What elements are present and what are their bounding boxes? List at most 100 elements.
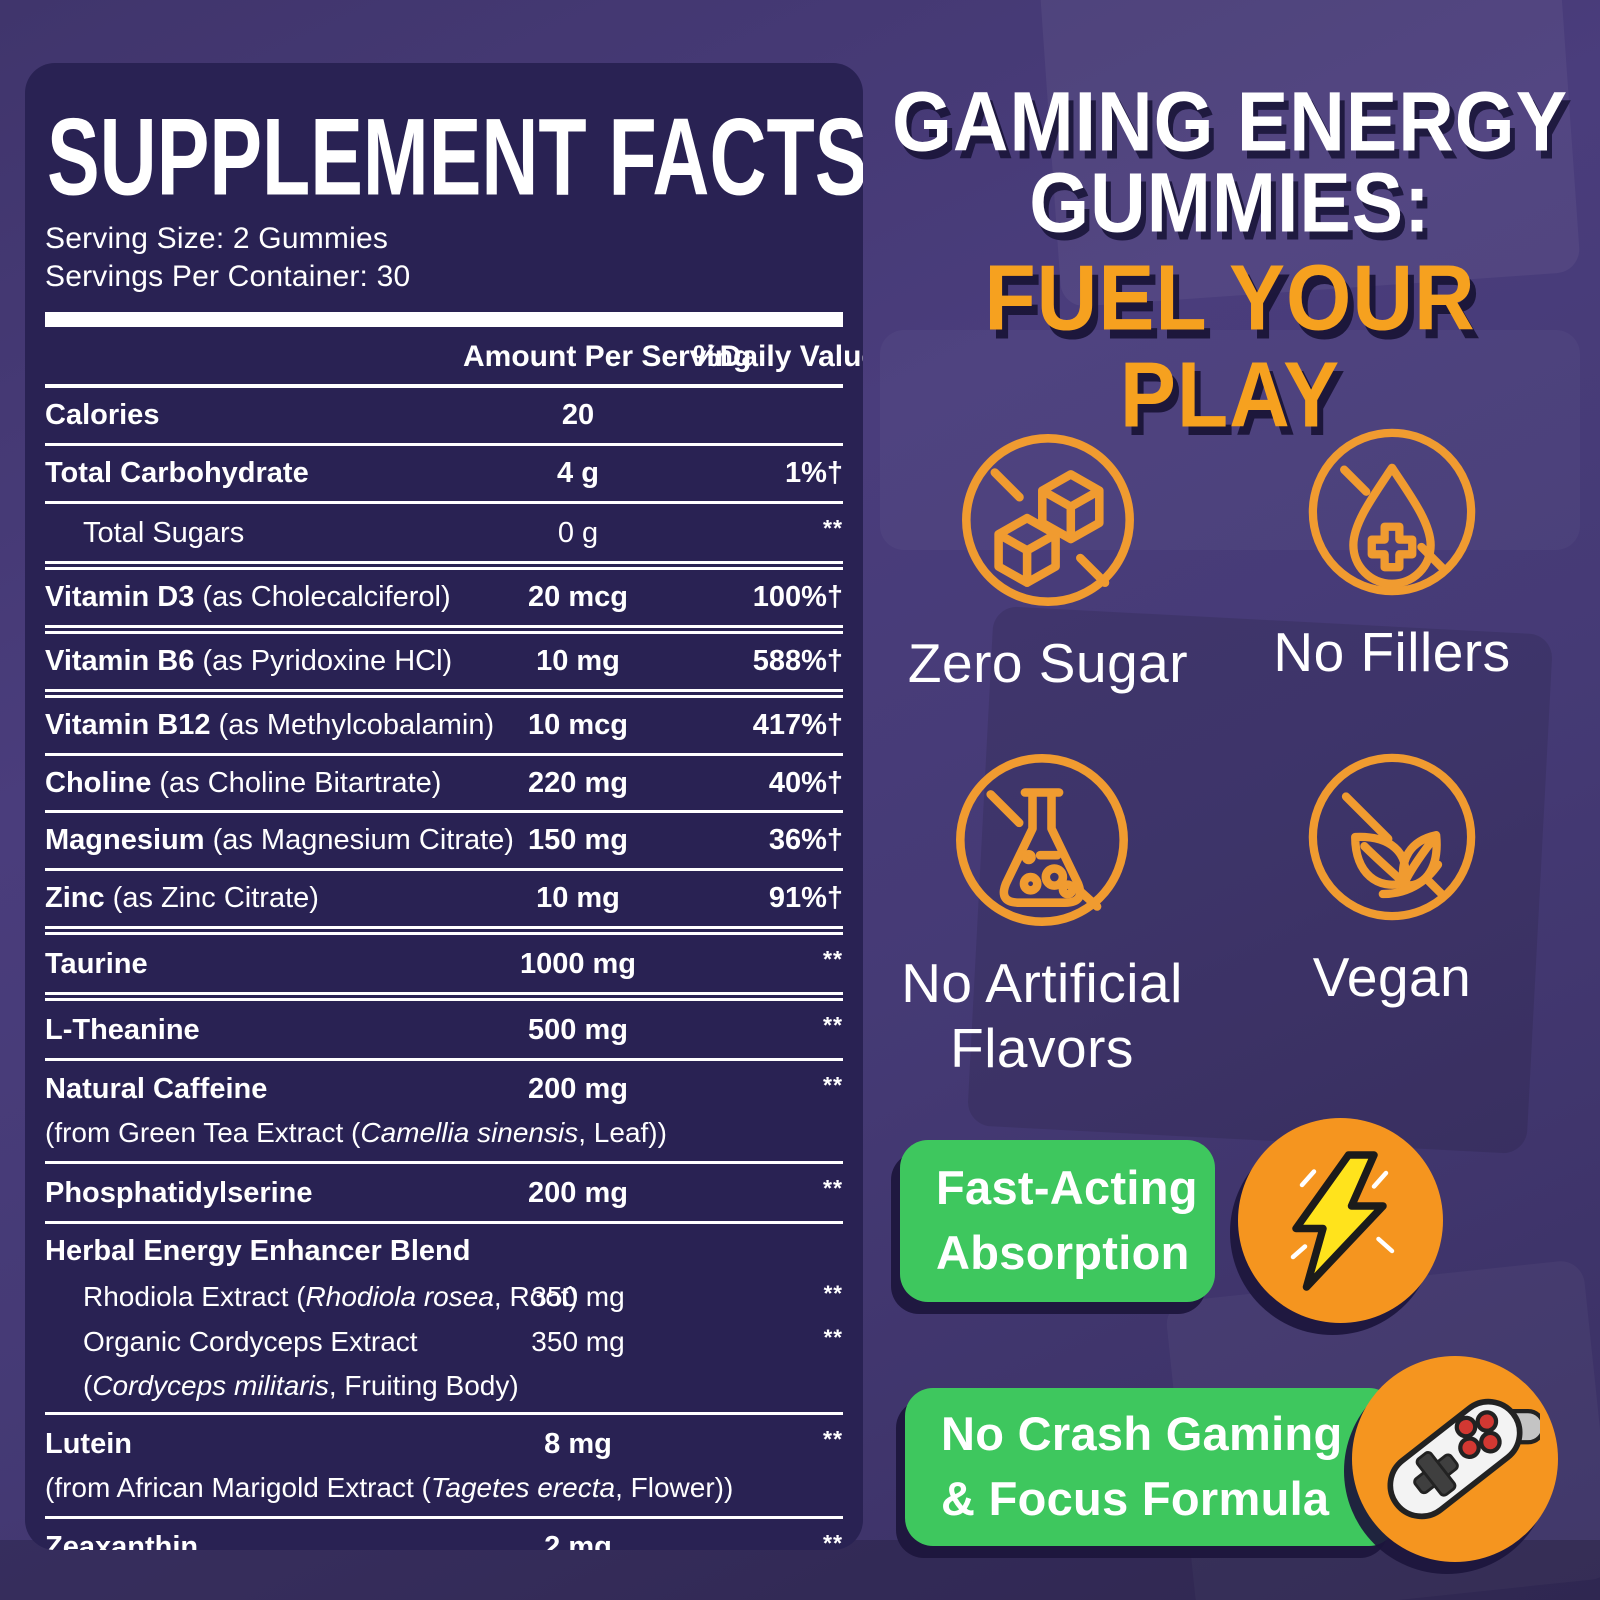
divider-thick (45, 312, 843, 328)
no-artificial-flavors-icon (862, 745, 1222, 935)
amount-cell: 150 mg (528, 824, 628, 857)
hero-line-1: GAMING ENERGY (891, 74, 1569, 170)
daily-value-cell: ** (822, 1071, 843, 1098)
table-row: Herbal Energy Enhancer Blend Rhodiola Ext… (45, 1220, 843, 1412)
feature-label: No Artificial Flavors (901, 952, 1183, 1079)
amount-cell: 1000 mg (519, 947, 637, 980)
daily-value-cell: 417%† (752, 708, 843, 741)
panel-title: SUPPLEMENT FACTS (47, 95, 863, 218)
amount-cell: 220 mg (528, 766, 628, 799)
table-row: Choline (as Choline Bitartrate) 220 mg 40%… (45, 752, 843, 811)
ingredient-name: Zinc (as Zinc Citrate) (45, 882, 319, 915)
no-sugar-icon (868, 425, 1228, 615)
table-row: Phosphatidylserine 200 mg ** (45, 1161, 843, 1221)
feature-no-artificial-flavors: No Artificial Flavors (862, 745, 1222, 1081)
table-row: Lutein 8 mg ** (from African Marigold Extra… (45, 1412, 843, 1516)
ingredient-name: Choline (as Choline Bitartrate) (45, 766, 442, 799)
daily-value-cell: ** (822, 946, 843, 973)
hero-line-2: GUMMIES: (1029, 155, 1431, 251)
table-column-headers: Amount Per Serving %Daily Value (45, 327, 863, 389)
ingredient-name: L-Theanine (45, 1013, 200, 1046)
amount-cell: 10 mg (536, 644, 620, 677)
feature-label: No Fillers (1273, 621, 1511, 683)
no-fillers-icon (1212, 420, 1572, 604)
hero-heading: GAMING ENERGY GUMMIES: FUEL YOUR PLAY (880, 78, 1580, 443)
column-daily-value: %Daily Value (693, 340, 863, 374)
supplement-facts-panel: SUPPLEMENT FACTS Serving Size: 2 Gummies… (25, 63, 863, 1550)
feature-zero-sugar: Zero Sugar (868, 425, 1228, 696)
ingredient-name: Total Carbohydrate (45, 457, 309, 490)
amount-cell: 20 mcg (528, 580, 628, 613)
supplement-facts-table: Calories 20 Total Carbohydrate 4 g 1%† Total … (45, 388, 843, 1550)
ingredient-name: Total Sugars (83, 516, 245, 549)
benefit-badge-1: Fast-Acting Absorption (900, 1140, 1215, 1302)
daily-value-cell: ** (822, 1426, 843, 1452)
table-row: Zinc (as Zinc Citrate) 10 mg 91%† (45, 868, 843, 926)
amount-cell: 0 g (557, 516, 599, 549)
feature-no-fillers: No Fillers (1212, 420, 1572, 685)
table-row: Total Carbohydrate 4 g 1%† (45, 443, 843, 501)
daily-value-cell: 91%† (768, 882, 843, 915)
table-row: L-Theanine 500 mg ** (45, 991, 843, 1058)
table-row: Natural Caffeine 200 mg ** (from Green Tea … (45, 1057, 843, 1162)
blend-component-row: Rhodiola Extract (Rhodiola rosea, Root) 3… (83, 1280, 843, 1313)
feature-vegan: Vegan (1212, 745, 1572, 1010)
ingredient-source-note: (from Green Tea Extract (Camellia sinens… (45, 1117, 667, 1149)
table-row: Total Sugars 0 g ** (45, 501, 843, 561)
hero-line-3: FUEL YOUR PLAY (984, 245, 1476, 446)
ingredient-name: Vitamin D3 (as Cholecalciferol) (45, 580, 451, 613)
feature-label: Vegan (1312, 946, 1472, 1008)
amount-cell: 8 mg (544, 1427, 612, 1460)
blend-component-row: Organic Cordyceps Extract 350 mg ** (83, 1325, 843, 1357)
amount-cell: 4 g (557, 457, 599, 490)
ingredient-name: Herbal Energy Enhancer Blend (45, 1234, 471, 1267)
ingredient-name: Vitamin B12 (as Methylcobalamin) (45, 708, 495, 741)
table-row: Calories 20 (45, 388, 843, 443)
daily-value-cell: 36%† (768, 824, 843, 857)
amount-cell: 2 mg (544, 1531, 612, 1550)
column-amount-per-serving: Amount Per Serving (463, 340, 752, 374)
daily-value-cell: 40%† (768, 766, 843, 799)
ingredient-name: Natural Caffeine (45, 1073, 268, 1106)
table-row: Taurine 1000 mg ** (45, 926, 843, 992)
table-row: Magnesium (as Magnesium Citrate) 150 mg 36… (45, 810, 843, 868)
daily-value-cell: 100%† (752, 580, 843, 613)
benefit-badge-2: No Crash Gaming & Focus Formula (905, 1388, 1397, 1546)
vegan-icon (1212, 745, 1572, 929)
daily-value-cell: ** (822, 1175, 843, 1202)
lightning-icon (1238, 1118, 1443, 1323)
amount-cell: 10 mg (536, 882, 620, 915)
ingredient-name: Taurine (45, 947, 148, 980)
table-row: Vitamin B6 (as Pyridoxine HCl) 10 mg 588%† (45, 624, 843, 689)
amount-cell: 500 mg (528, 1013, 628, 1046)
amount-cell: 20 (561, 399, 595, 432)
serving-size: Serving Size: 2 Gummies (45, 222, 389, 256)
ingredient-name: Calories (45, 399, 160, 432)
daily-value-cell: ** (823, 1280, 843, 1306)
amount-cell: 10 mcg (528, 708, 628, 741)
daily-value-cell: ** (822, 515, 843, 542)
feature-label: Zero Sugar (907, 632, 1189, 694)
daily-value-cell: 588%† (752, 644, 843, 677)
ingredient-name: Lutein (45, 1427, 132, 1460)
daily-value-cell: ** (822, 1529, 843, 1550)
table-row: Vitamin B12 (as Methylcobalamin) 10 mcg 41… (45, 688, 843, 753)
blend-component-row: (Cordyceps militaris, Fruiting Body) (83, 1370, 519, 1401)
badge-label-line: Absorption (936, 1226, 1190, 1279)
daily-value-cell: ** (823, 1325, 843, 1351)
table-row: Vitamin D3 (as Cholecalciferol) 20 mcg 100… (45, 560, 843, 625)
servings-per-container: Servings Per Container: 30 (45, 260, 411, 294)
ingredient-name: Magnesium (as Magnesium Citrate) (45, 824, 514, 857)
gamepad-icon (1352, 1356, 1558, 1562)
badge-label-line: Fast-Acting (936, 1161, 1198, 1215)
amount-cell: 200 mg (528, 1073, 628, 1106)
ingredient-name: Vitamin B6 (as Pyridoxine HCl) (45, 644, 453, 677)
daily-value-cell: ** (822, 1011, 843, 1038)
ingredient-name: Zeaxanthin (45, 1531, 199, 1550)
amount-cell: 200 mg (528, 1177, 628, 1210)
ingredient-name: Phosphatidylserine (45, 1177, 313, 1210)
badge-label-line: & Focus Formula (941, 1472, 1330, 1525)
ingredient-source-note: (from African Marigold Extract (Tagetes … (45, 1471, 734, 1503)
